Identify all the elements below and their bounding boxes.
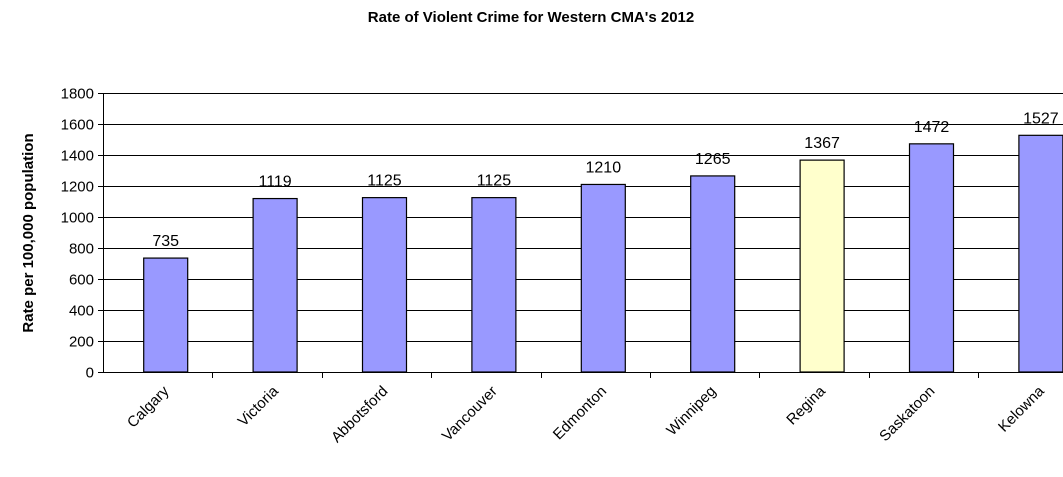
y-tick-label: 1400: [61, 148, 94, 165]
data-label: 1527: [1023, 110, 1059, 127]
bar-winnipeg: [690, 175, 736, 373]
bar-victoria: [252, 197, 298, 373]
y-tick-label: 1600: [61, 117, 94, 134]
y-tick-label: 600: [69, 272, 94, 289]
x-tick-label: Regina: [783, 382, 829, 428]
y-tick-label: 1200: [61, 179, 94, 196]
x-tick-label: Abbotsford: [328, 383, 391, 446]
bar-calgary: [143, 257, 189, 373]
x-tick-label: Victoria: [235, 382, 283, 430]
data-label: 1265: [695, 151, 731, 168]
x-tick-label: Winnipeg: [663, 383, 719, 439]
bar-abbotsford: [361, 197, 408, 373]
y-tick-label: 1000: [61, 210, 94, 227]
chart-title: Rate of Violent Crime for Western CMA's …: [368, 9, 694, 26]
data-label: 1125: [477, 173, 512, 190]
x-tick-label: Kelowna: [995, 382, 1048, 435]
bar-saskatoon: [908, 143, 955, 373]
y-tick-label: 1800: [61, 86, 94, 103]
data-label: 735: [152, 233, 179, 250]
y-tick-label: 400: [69, 303, 94, 320]
data-label: 1472: [914, 119, 950, 136]
data-label: 1210: [586, 159, 622, 176]
data-label: 1119: [258, 174, 291, 191]
x-tick-label: Vancouver: [439, 383, 501, 445]
bar-regina: [799, 159, 845, 373]
x-tick-label: Edmonton: [550, 383, 610, 443]
y-tick-label: 800: [69, 241, 94, 258]
data-labels: 735 1119 1125 1125 1210 1265 1367 1472 1527: [152, 110, 1058, 250]
bar-vancouver: [471, 197, 517, 373]
bar-edmonton: [580, 183, 626, 373]
bar-kelowna: [1018, 134, 1063, 373]
y-axis-label: Rate per 100,000 population: [20, 133, 37, 332]
y-tick-label: 200: [69, 334, 94, 351]
data-label: 1125: [367, 173, 402, 190]
data-label: 1367: [804, 135, 840, 152]
x-tick-label: Calgary: [124, 382, 173, 431]
y-tick-label: 0: [86, 365, 94, 382]
x-tick-label: Saskatoon: [876, 383, 938, 445]
